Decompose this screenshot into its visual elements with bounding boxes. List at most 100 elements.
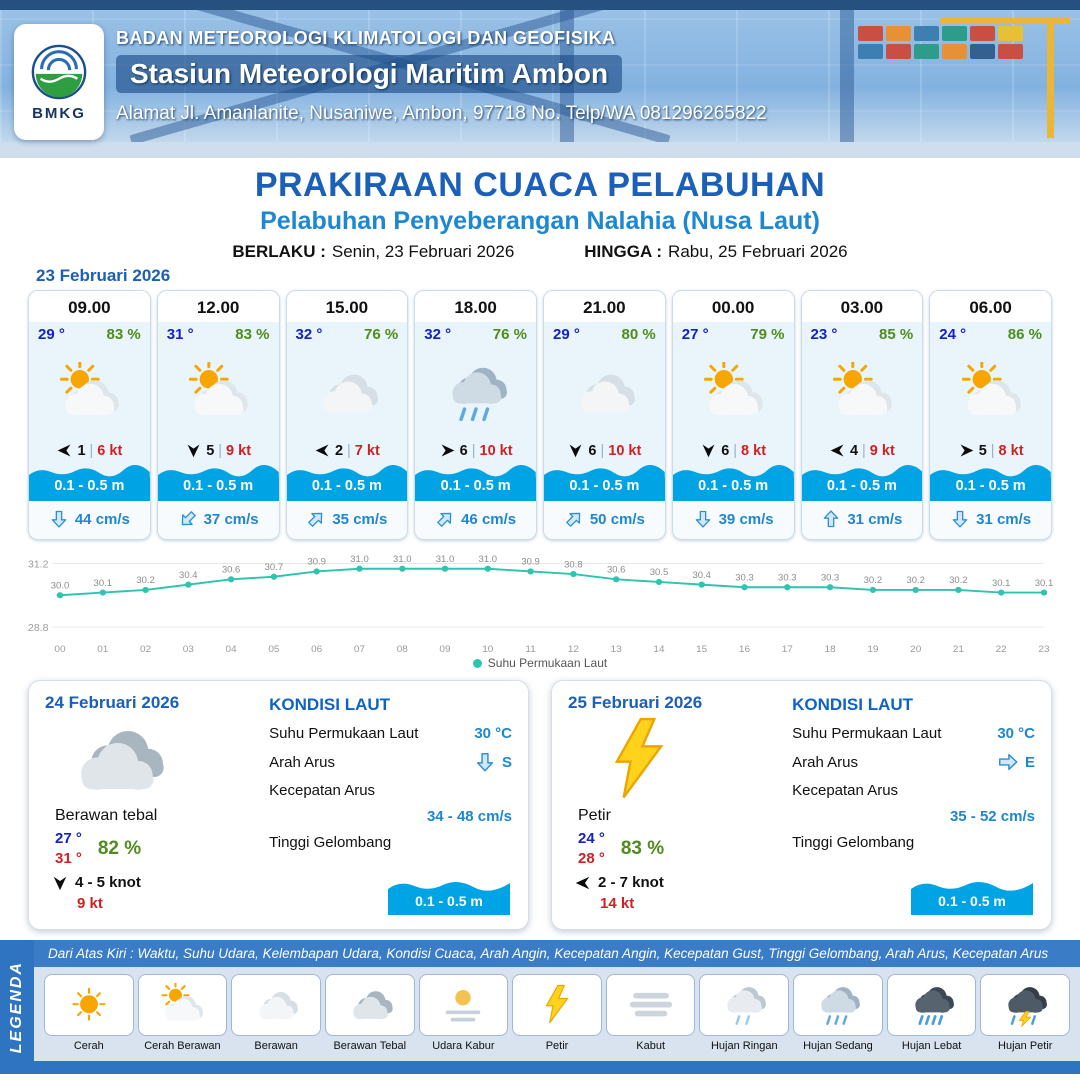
- wind-direction-icon: [439, 442, 456, 459]
- svg-text:31.0: 31.0: [393, 554, 411, 564]
- current-speed: 46 cm/s: [461, 510, 517, 528]
- forecast-card: 12.00 31 ° 83 % 5 | 9 kt 0.1 - 0.5 m: [156, 290, 280, 540]
- org-name: BADAN METEOROLOGI KLIMATOLOGI DAN GEOFIS…: [116, 28, 616, 48]
- daily-humidity: 82 %: [97, 838, 142, 860]
- legend-bottom-bar: [34, 1061, 1080, 1074]
- wind-gust: 10 kt: [608, 442, 642, 459]
- sst-value: 30 °C: [997, 725, 1035, 742]
- wind-speed: 6: [588, 442, 597, 459]
- wind-range: 2 - 7 knot: [598, 874, 664, 891]
- current-speed: 31 cm/s: [976, 510, 1032, 528]
- daily-condition: Petir: [578, 807, 611, 824]
- svg-text:30.0: 30.0: [51, 581, 69, 591]
- forecast-card: 09.00 29 ° 83 % 1 | 6 kt 0.1 - 0.5 m: [28, 290, 151, 540]
- weather-icon: [930, 343, 1051, 442]
- svg-text:10: 10: [482, 644, 494, 655]
- wave-height-label: Tinggi Gelombang: [269, 834, 392, 851]
- forecast-time: 06.00: [930, 291, 1051, 322]
- svg-text:03: 03: [183, 644, 195, 655]
- air-temperature: 24 °: [939, 326, 967, 343]
- wave-height-band: 0.1 - 0.5 m: [801, 465, 923, 501]
- wave-height-value: 0.1 - 0.5 m: [911, 892, 1033, 915]
- forecast-time: 03.00: [801, 291, 923, 322]
- wind-direction-icon: [51, 874, 69, 892]
- svg-text:31.0: 31.0: [436, 554, 454, 564]
- svg-text:30.3: 30.3: [735, 573, 753, 583]
- bmkg-logo: BMKG: [14, 24, 104, 140]
- wind-direction-icon: [567, 442, 584, 459]
- forecast-time: 12.00: [157, 291, 279, 322]
- svg-text:30.9: 30.9: [307, 557, 325, 567]
- wind-gust: 8 kt: [998, 442, 1024, 459]
- header-banner: BMKG BADAN METEOROLOGI KLIMATOLOGI DAN G…: [0, 0, 1080, 158]
- daily-humidity: 83 %: [620, 838, 665, 860]
- svg-text:30.4: 30.4: [692, 570, 710, 580]
- wind-speed: 1: [77, 442, 86, 459]
- svg-text:30.6: 30.6: [222, 565, 240, 575]
- daily-date: 24 Februari 2026: [45, 693, 180, 712]
- forecast-card: 03.00 23 ° 85 % 4 | 9 kt 0.1 - 0.5 m: [800, 290, 924, 540]
- wind-gust: 6 kt: [97, 442, 123, 459]
- separator: |: [471, 442, 476, 459]
- svg-text:30.2: 30.2: [136, 575, 154, 585]
- daily-card: 25 Februari 2026 Petir 24 ° 28 ° 83 % 2 …: [551, 680, 1052, 930]
- humidity: 83 %: [106, 326, 141, 343]
- legend-item-label: Hujan Lebat: [901, 1040, 962, 1052]
- cloud-icon: [250, 983, 302, 1027]
- current-direction-icon: [49, 509, 69, 529]
- forecast-card: 06.00 24 ° 86 % 5 | 8 kt 0.1 - 0.5 m: [929, 290, 1052, 540]
- current-direction-icon: [306, 509, 326, 529]
- hourly-date: 23 Februari 2026: [36, 266, 171, 285]
- crane-icon: [940, 18, 1070, 24]
- svg-text:30.9: 30.9: [521, 557, 539, 567]
- legend-item: Hujan Sedang: [793, 974, 883, 1052]
- validity-line: BERLAKU : Senin, 23 Februari 2026 HINGGA …: [0, 242, 1080, 262]
- legend-item: Berawan: [231, 974, 321, 1052]
- legend-item-label: Hujan Sedang: [803, 1040, 873, 1052]
- air-temperature: 31 °: [166, 326, 194, 343]
- svg-text:30.3: 30.3: [821, 573, 839, 583]
- legend-title-bar: LEGENDA: [0, 940, 34, 1074]
- wind-gust: 9 kt: [77, 894, 103, 912]
- separator: |: [862, 442, 866, 459]
- wave-height: 0.1 - 0.5 m: [801, 477, 923, 501]
- weather-icon: [158, 343, 279, 442]
- sst-label: Suhu Permukaan Laut: [269, 725, 419, 742]
- wave-height-band: 0.1 - 0.5 m: [157, 465, 279, 501]
- wind-direction-icon: [958, 442, 975, 459]
- wind-direction-icon: [574, 874, 592, 892]
- current-direction-icon: [821, 509, 841, 529]
- wave-height: 0.1 - 0.5 m: [930, 477, 1051, 501]
- chart-series-name: Suhu Permukaan Laut: [487, 656, 608, 670]
- legend-dot-icon: [472, 658, 482, 668]
- current-direction-label: Arah Arus: [792, 753, 859, 771]
- forecast-time: 09.00: [29, 291, 150, 322]
- thunderstorm-icon: [999, 983, 1051, 1027]
- light-rain-icon: [718, 983, 770, 1027]
- thick-cloud-icon: [344, 983, 396, 1027]
- max-temperature: 28 °: [578, 850, 605, 868]
- legend-item-label: Hujan Petir: [998, 1040, 1053, 1052]
- air-temperature: 29 °: [553, 326, 580, 343]
- wave-height-band: 0.1 - 0.5 m: [286, 465, 408, 501]
- svg-text:17: 17: [782, 644, 793, 655]
- svg-text:30.5: 30.5: [650, 567, 668, 577]
- svg-text:09: 09: [439, 644, 450, 655]
- air-temperature: 23 °: [810, 326, 838, 343]
- humidity: 86 %: [1007, 326, 1042, 343]
- weather-icon: [673, 343, 794, 442]
- svg-text:05: 05: [268, 644, 280, 655]
- legend-item: Cerah: [44, 974, 134, 1052]
- svg-text:21: 21: [953, 644, 964, 655]
- wave-height: 0.1 - 0.5 m: [415, 477, 536, 501]
- svg-text:13: 13: [611, 644, 623, 655]
- wind-direction-icon: [829, 442, 846, 459]
- lightning-icon: [531, 983, 583, 1027]
- humidity: 76 %: [492, 326, 527, 343]
- weather-icon: [415, 343, 536, 442]
- air-temperature: 32 °: [424, 326, 452, 343]
- legend-item-label: Kabut: [636, 1040, 666, 1052]
- current-speed: 44 cm/s: [74, 510, 130, 528]
- wind-speed: 6: [459, 442, 468, 459]
- svg-text:31.2: 31.2: [28, 559, 49, 570]
